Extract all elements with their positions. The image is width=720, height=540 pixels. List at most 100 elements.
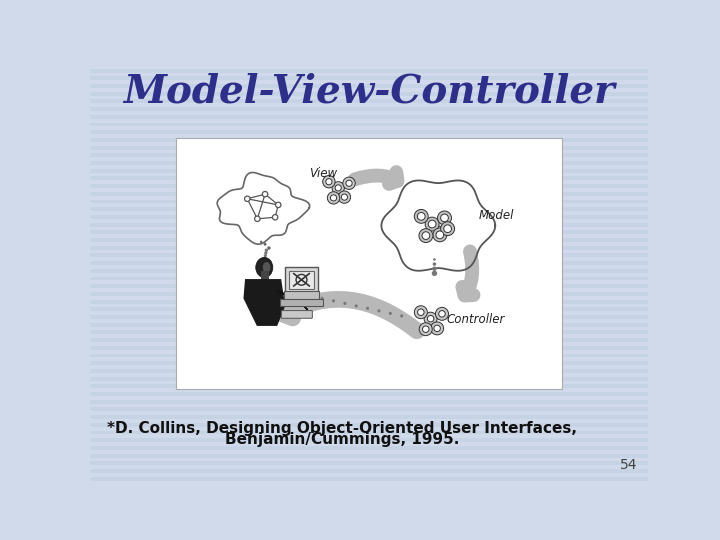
Circle shape xyxy=(264,251,268,255)
Circle shape xyxy=(428,315,434,322)
Circle shape xyxy=(436,307,449,320)
Circle shape xyxy=(272,214,278,220)
Circle shape xyxy=(377,309,380,313)
Bar xyxy=(90,323,648,327)
FancyBboxPatch shape xyxy=(289,271,314,289)
Bar xyxy=(90,207,648,211)
Text: View: View xyxy=(309,167,337,180)
Bar xyxy=(90,446,648,450)
Bar xyxy=(90,192,648,195)
Circle shape xyxy=(262,262,265,265)
Circle shape xyxy=(431,322,444,335)
Bar xyxy=(90,276,648,280)
Circle shape xyxy=(433,262,436,266)
Circle shape xyxy=(414,306,428,319)
Circle shape xyxy=(320,297,324,300)
Bar xyxy=(90,107,648,111)
Bar xyxy=(90,346,648,350)
Bar xyxy=(90,246,648,249)
Circle shape xyxy=(276,202,281,207)
Circle shape xyxy=(414,210,428,224)
Circle shape xyxy=(400,314,403,318)
Circle shape xyxy=(343,302,346,305)
Circle shape xyxy=(423,326,429,333)
FancyBboxPatch shape xyxy=(285,267,318,293)
Ellipse shape xyxy=(263,262,271,273)
Circle shape xyxy=(264,242,266,246)
Circle shape xyxy=(245,196,250,201)
Bar xyxy=(90,123,648,126)
Bar xyxy=(90,253,648,257)
Bar xyxy=(90,423,648,427)
Circle shape xyxy=(434,325,441,332)
Bar xyxy=(90,408,648,411)
Ellipse shape xyxy=(256,258,273,278)
Circle shape xyxy=(267,246,271,249)
Circle shape xyxy=(298,292,301,295)
Circle shape xyxy=(419,323,432,336)
Circle shape xyxy=(328,192,340,204)
Bar xyxy=(90,369,648,373)
Circle shape xyxy=(262,192,268,197)
Circle shape xyxy=(389,312,392,315)
Circle shape xyxy=(438,211,451,225)
FancyBboxPatch shape xyxy=(282,310,312,318)
Polygon shape xyxy=(217,172,310,244)
Circle shape xyxy=(262,265,265,268)
Circle shape xyxy=(438,310,445,317)
Circle shape xyxy=(323,176,335,188)
Bar xyxy=(90,392,648,396)
Bar xyxy=(90,438,648,442)
Bar xyxy=(261,271,269,280)
Circle shape xyxy=(338,191,351,203)
Circle shape xyxy=(264,254,267,257)
Bar xyxy=(90,130,648,134)
Circle shape xyxy=(335,185,341,191)
Circle shape xyxy=(330,195,337,201)
Bar xyxy=(90,292,648,296)
Bar xyxy=(90,307,648,311)
Circle shape xyxy=(309,294,312,298)
Bar xyxy=(90,84,648,88)
Bar xyxy=(90,184,648,188)
Polygon shape xyxy=(244,280,284,325)
Bar xyxy=(90,153,648,157)
Text: 54: 54 xyxy=(620,458,637,472)
Bar xyxy=(90,338,648,342)
Text: Benjamin/Cummings, 1995.: Benjamin/Cummings, 1995. xyxy=(225,433,459,447)
Bar xyxy=(90,400,648,403)
Bar xyxy=(90,454,648,457)
Circle shape xyxy=(424,312,437,325)
Circle shape xyxy=(432,271,437,276)
Bar xyxy=(90,461,648,465)
Bar xyxy=(90,384,648,388)
Bar xyxy=(90,269,648,273)
Bar xyxy=(90,215,648,219)
Circle shape xyxy=(432,267,436,271)
Bar xyxy=(90,430,648,434)
Circle shape xyxy=(422,232,430,239)
Circle shape xyxy=(260,241,262,243)
Bar xyxy=(90,477,648,481)
Bar xyxy=(90,222,648,226)
Bar xyxy=(90,76,648,80)
Circle shape xyxy=(325,179,332,185)
Circle shape xyxy=(343,177,355,190)
Circle shape xyxy=(444,225,451,233)
Bar xyxy=(90,377,648,381)
Circle shape xyxy=(428,220,436,228)
Bar xyxy=(90,261,648,265)
Bar xyxy=(90,200,648,204)
Bar xyxy=(90,99,648,103)
Bar xyxy=(90,300,648,303)
Bar xyxy=(90,284,648,288)
Bar xyxy=(90,238,648,242)
Bar xyxy=(90,146,648,150)
Circle shape xyxy=(441,214,449,222)
Polygon shape xyxy=(276,291,307,310)
Bar xyxy=(90,92,648,96)
Bar xyxy=(90,354,648,357)
Text: Controller: Controller xyxy=(446,313,505,326)
Circle shape xyxy=(436,231,444,239)
Circle shape xyxy=(425,217,439,231)
